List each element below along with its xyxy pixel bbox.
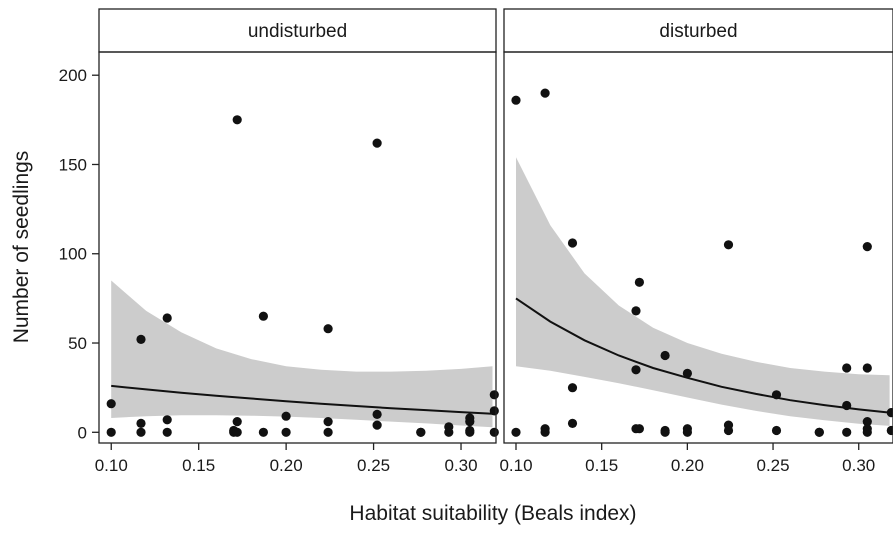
data-point	[723, 240, 734, 250]
data-point	[511, 427, 521, 437]
x-tick-label: 0.15	[182, 456, 215, 475]
data-point	[136, 427, 146, 437]
data-point	[886, 408, 893, 418]
data-point	[489, 390, 499, 400]
data-point	[842, 400, 852, 411]
y-tick-label: 0	[78, 423, 87, 442]
data-point	[631, 306, 641, 316]
data-point	[862, 427, 872, 437]
data-point	[162, 415, 172, 425]
data-point	[842, 363, 852, 373]
data-point	[232, 417, 242, 427]
x-tick-label: 0.25	[357, 456, 390, 475]
x-tick-label: 0.25	[756, 456, 789, 475]
panel-undisturbed: undisturbed 0.10 0.15 0.20 0.25 0.30 0 50 100 150…	[59, 8, 499, 475]
data-point	[258, 427, 268, 437]
data-point	[323, 417, 333, 427]
panel-disturbed: disturbed 0.10 0.15 0.20 0.25 0.30	[499, 8, 893, 475]
data-point	[372, 420, 382, 430]
data-point	[465, 427, 475, 437]
data-point	[660, 350, 670, 361]
y-tick-label: 100	[59, 245, 87, 264]
panel-border	[503, 51, 893, 444]
data-point	[106, 399, 116, 409]
confidence-band	[516, 157, 890, 426]
data-point	[232, 115, 242, 125]
data-point	[489, 406, 499, 416]
data-point	[886, 425, 893, 436]
panels-layer: undisturbed 0.10 0.15 0.20 0.25 0.30 0 50 100 150…	[59, 8, 893, 475]
data-point	[281, 427, 291, 437]
data-point	[842, 427, 852, 437]
data-point	[567, 418, 578, 428]
data-point	[862, 417, 872, 427]
data-point	[682, 368, 693, 378]
data-point	[372, 409, 382, 419]
y-tick-label: 200	[59, 66, 87, 85]
data-point	[567, 383, 578, 393]
data-point	[444, 427, 454, 437]
y-axis-title: Number of seedlings	[10, 151, 33, 344]
x-tick-label: 0.20	[270, 456, 303, 475]
data-point	[106, 427, 116, 437]
data-point	[136, 334, 146, 344]
data-point	[511, 95, 521, 105]
x-tick-label: 0.20	[671, 456, 704, 475]
x-tick-label: 0.30	[842, 456, 875, 475]
data-point	[372, 138, 382, 148]
data-point	[540, 88, 550, 98]
x-tick-label: 0.10	[95, 456, 128, 475]
fit-line	[515, 297, 890, 414]
data-point	[771, 425, 782, 436]
data-point	[631, 365, 641, 375]
data-point	[771, 390, 782, 400]
data-point	[258, 311, 268, 321]
data-point	[634, 424, 645, 434]
data-point	[862, 242, 872, 252]
data-point	[162, 427, 172, 437]
y-tick-label: 50	[68, 334, 87, 353]
data-point	[162, 313, 172, 323]
data-point	[136, 418, 146, 428]
panel-border	[98, 51, 497, 444]
data-point	[465, 417, 475, 427]
x-axis-title: Habitat suitability (Beals index)	[349, 502, 636, 525]
x-tick-label: 0.15	[585, 456, 618, 475]
data-point	[660, 427, 670, 437]
data-point	[634, 277, 645, 287]
fit-line	[111, 384, 493, 415]
data-point	[862, 363, 872, 373]
data-point	[416, 427, 426, 437]
data-point	[323, 324, 333, 334]
data-point	[281, 411, 291, 421]
data-point	[323, 427, 333, 437]
strip-label: disturbed	[659, 21, 737, 42]
data-point	[540, 427, 550, 437]
data-point	[723, 425, 734, 436]
data-point	[489, 427, 499, 437]
strip-label: undisturbed	[248, 21, 347, 42]
data-point	[682, 427, 693, 437]
data-point	[567, 238, 578, 248]
strip-box	[98, 8, 497, 53]
data-point	[232, 427, 242, 437]
data-point	[814, 427, 824, 437]
y-tick-label: 150	[59, 155, 87, 174]
confidence-band	[111, 280, 493, 428]
x-tick-label: 0.30	[444, 456, 477, 475]
x-tick-label: 0.10	[499, 456, 532, 475]
